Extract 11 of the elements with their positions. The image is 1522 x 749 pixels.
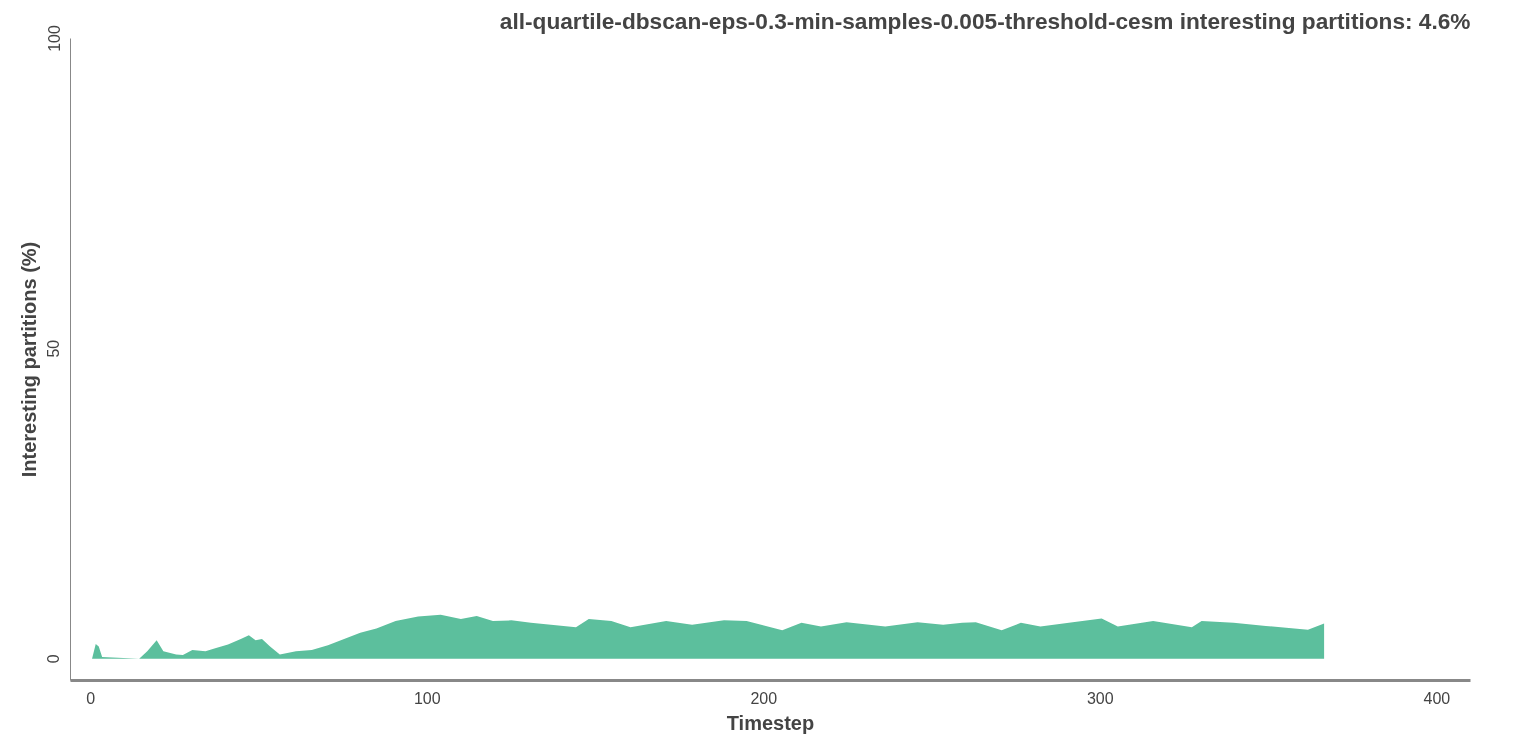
y-tick-label: 100 (45, 25, 63, 52)
y-axis-title: Interesting partitions (%) (17, 241, 40, 478)
x-tick-label: 200 (750, 689, 778, 707)
x-tick-label: 300 (1086, 689, 1114, 707)
x-tick-label: 100 (413, 689, 441, 707)
chart-title: all-quartile-dbscan-eps-0.3-min-samples-0.005-threshold-cesm interesting partitions: 4.6% (499, 7, 1471, 34)
y-tick-label: 0 (45, 654, 63, 664)
y-tick-label: 50 (45, 339, 63, 358)
x-tick-label: 0 (86, 689, 96, 707)
x-tick-label: 400 (1423, 689, 1451, 707)
x-axis-title: Timestep (726, 711, 815, 734)
